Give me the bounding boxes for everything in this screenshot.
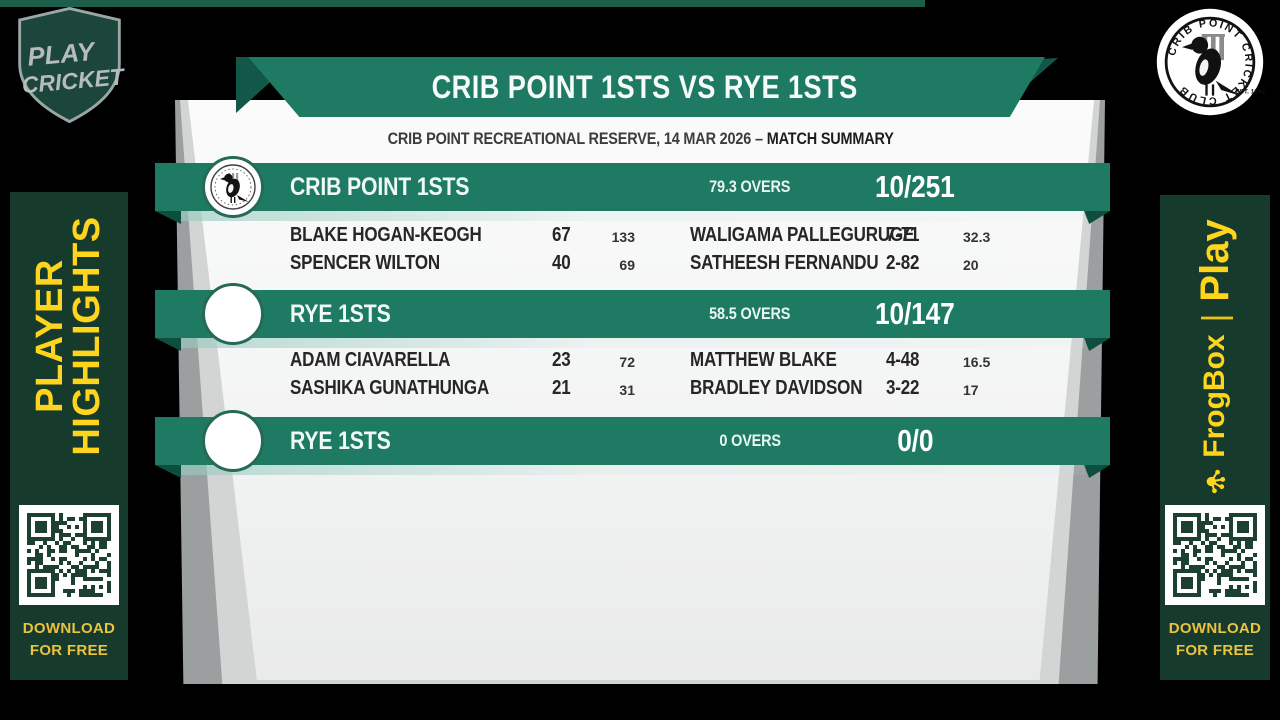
- bowler-overs: 32.3: [963, 229, 991, 245]
- stat-row: BLAKE HOGAN-KEOGH 67 133 WALIGAMA PALLEG…: [0, 224, 1280, 252]
- qr-code: [1165, 505, 1265, 605]
- innings-overs: 0 OVERS: [719, 431, 781, 450]
- innings-score: 0/0: [896, 423, 934, 458]
- bowler-overs: 16.5: [963, 354, 991, 370]
- bowler-overs: 17: [963, 382, 979, 398]
- batter-runs: 23: [552, 349, 571, 371]
- play-cricket-shield-logo: PLAY CRICKET: [12, 4, 127, 131]
- frogbox-play-vertical-brand: FrogBox | Play: [1190, 202, 1240, 512]
- play-cricket-word-play: PLAY: [26, 38, 98, 72]
- batter-balls: 72: [619, 354, 635, 370]
- magpie-icon: [1182, 36, 1240, 96]
- batter-runs: 21: [552, 377, 571, 399]
- innings-score: 10/251: [875, 169, 955, 204]
- shield-icon: PLAY CRICKET: [18, 6, 127, 124]
- batter-balls: 69: [619, 257, 635, 273]
- bowler-figures: 7-71: [886, 224, 920, 246]
- stat-row: SPENCER WILTON 40 69 SATHEESH FERNANDU 2…: [0, 252, 1280, 280]
- innings-bar-2: RYE 1STS 58.5 OVERS 10/147: [155, 283, 1110, 345]
- match-summary-label: MATCH SUMMARY: [767, 129, 895, 148]
- bowler-name: BRADLEY DAVIDSON: [690, 377, 863, 399]
- bar-shadow-strip: [181, 338, 1086, 348]
- batter-balls: 31: [619, 382, 635, 398]
- bar-fold-left: [155, 465, 181, 478]
- team-logo-circle: [202, 283, 264, 345]
- subtitle-separator: –: [755, 129, 764, 148]
- brand-divider: |: [1195, 313, 1234, 323]
- team-name: RYE 1STS: [290, 300, 391, 328]
- batter-name: SPENCER WILTON: [290, 252, 440, 274]
- stat-row: SASHIKA GUNATHUNGA 21 31 BRADLEY DAVIDSO…: [0, 377, 1280, 405]
- team-logo-circle: [202, 156, 264, 218]
- bowler-figures: 4-48: [886, 349, 920, 371]
- batter-name: BLAKE HOGAN-KEOGH: [290, 224, 482, 246]
- crest-est-text: EST. 1892: [1235, 89, 1265, 96]
- magpie-mini-crest-icon: [210, 164, 256, 210]
- batter-balls: 133: [611, 229, 635, 245]
- match-title: CRIB POINT 1STS VS RYE 1STS: [431, 69, 859, 105]
- right-promo-rail: FrogBox | Play DOWNLOAD FOR FREE: [1160, 195, 1270, 680]
- crib-point-club-crest: CRIB POINT CRICKET CLUB EST. 1892: [1154, 6, 1266, 123]
- bar-shadow-strip: [181, 211, 1086, 221]
- batter-name: ADAM CIAVARELLA: [290, 349, 451, 371]
- match-title-banner: CRIB POINT 1STS VS RYE 1STS: [248, 57, 1045, 117]
- innings-overs: 79.3 OVERS: [709, 177, 791, 196]
- card-bottom-green-strip: [0, 0, 925, 7]
- batter-name: SASHIKA GUNATHUNGA: [290, 377, 490, 399]
- bowler-name: WALIGAMA PALLEGURUGE: [690, 224, 915, 246]
- frog-icon: [1206, 469, 1225, 493]
- stat-row: ADAM CIAVARELLA 23 72 MATTHEW BLAKE 4-48…: [0, 349, 1280, 377]
- bowler-overs: 20: [963, 257, 979, 273]
- innings-bar-3: RYE 1STS 0 OVERS 0/0: [155, 410, 1110, 472]
- left-promo-rail: PLAYER HIGHLIGHTS DOWNLOAD FOR FREE: [10, 192, 128, 680]
- innings-bar-1: CRIB POINT 1STS 79.3 OVERS 10/251: [155, 156, 1110, 218]
- bowler-figures: 2-82: [886, 252, 920, 274]
- bowler-name: MATTHEW BLAKE: [690, 349, 837, 371]
- bar-fold-left: [155, 211, 181, 224]
- team-name: CRIB POINT 1STS: [290, 173, 470, 201]
- team-name: RYE 1STS: [290, 427, 391, 455]
- innings-score: 10/147: [875, 296, 955, 331]
- download-for-free-label: DOWNLOAD FOR FREE: [22, 620, 116, 659]
- batter-runs: 67: [552, 224, 571, 246]
- qr-code: [19, 505, 119, 605]
- bowler-figures: 3-22: [886, 377, 920, 399]
- innings-overs: 58.5 OVERS: [709, 304, 791, 323]
- venue-date: CRIB POINT RECREATIONAL RESERVE, 14 MAR …: [387, 129, 752, 148]
- magpie-crest-icon: CRIB POINT CRICKET CLUB EST. 1892: [1156, 8, 1266, 116]
- team-logo-circle: [202, 410, 264, 472]
- bar-shadow-strip: [181, 465, 1086, 475]
- bowler-name: SATHEESH FERNANDU: [690, 252, 879, 274]
- batter-runs: 40: [552, 252, 571, 274]
- match-subtitle: CRIB POINT RECREATIONAL RESERVE, 14 MAR …: [188, 129, 1094, 149]
- download-for-free-label: DOWNLOAD FOR FREE: [1168, 620, 1262, 659]
